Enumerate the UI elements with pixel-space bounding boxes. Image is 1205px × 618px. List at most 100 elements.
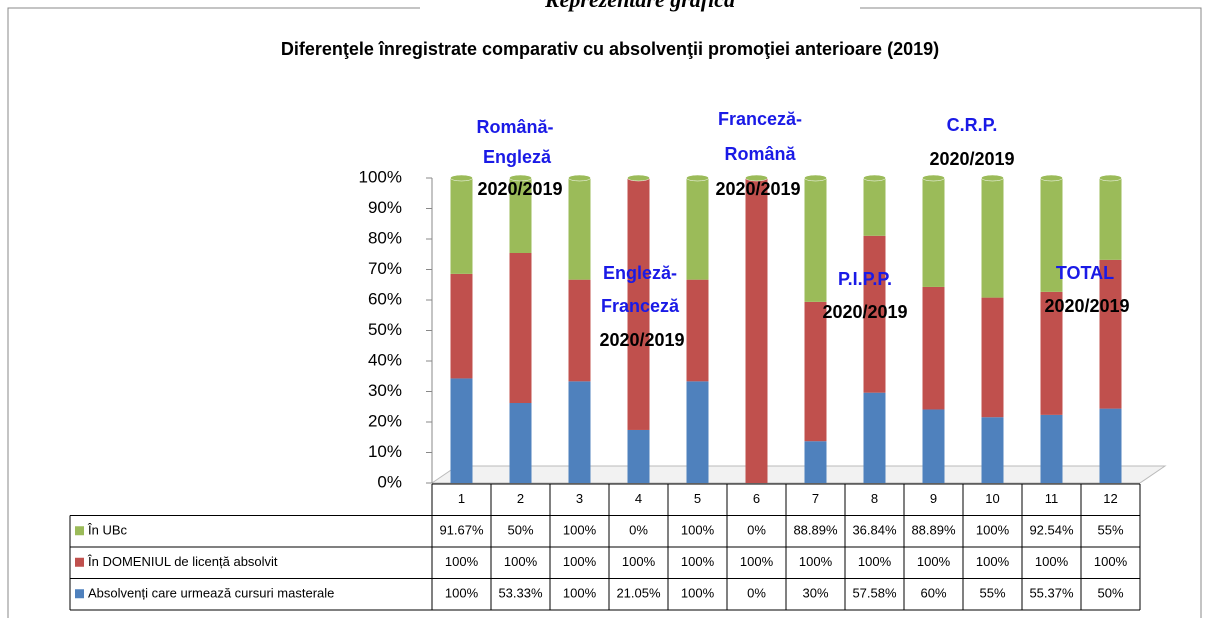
x-tick-label: 5: [694, 491, 701, 506]
bar-segment: [450, 273, 473, 379]
table-value: 100%: [799, 554, 833, 569]
annotation: 2020/2019: [715, 179, 800, 199]
table-value: 92.54%: [1029, 523, 1074, 538]
bar-cap: [1099, 174, 1122, 182]
x-tick-label: 9: [930, 491, 937, 506]
bar-cap: [627, 174, 650, 182]
bar-segment: [568, 178, 591, 280]
table-value: 91.67%: [439, 523, 484, 538]
table-value: 88.89%: [793, 523, 838, 538]
bar-segment: [568, 279, 591, 382]
bar-cap: [863, 174, 886, 182]
bar-segment: [568, 381, 591, 483]
annotation: Română-: [476, 117, 553, 137]
bar-cap: [922, 174, 945, 182]
bar-segment: [981, 297, 1004, 418]
bar-segment: [686, 178, 709, 280]
table-value: 100%: [1094, 554, 1128, 569]
table-value: 100%: [445, 554, 479, 569]
bar-segment: [450, 178, 473, 274]
bar-segment: [1099, 178, 1122, 260]
table-value: 55.37%: [1029, 586, 1074, 601]
bar-cap: [686, 174, 709, 182]
x-tick-label: 2: [517, 491, 524, 506]
annotation: 2020/2019: [1044, 296, 1129, 316]
y-tick-label: 60%: [368, 289, 402, 308]
bar-segment: [509, 253, 532, 404]
bar-segment: [981, 417, 1004, 483]
bar-segment: [1040, 291, 1063, 415]
y-tick-label: 90%: [368, 198, 402, 217]
bar-segment: [686, 279, 709, 382]
x-tick-label: 10: [985, 491, 999, 506]
y-tick-label: 0%: [377, 472, 402, 491]
bar-segment: [1040, 414, 1063, 483]
y-tick-label: 50%: [368, 320, 402, 339]
bar-segment: [627, 429, 650, 483]
y-tick-label: 70%: [368, 259, 402, 278]
table-value: 50%: [1097, 586, 1123, 601]
annotation: 2020/2019: [822, 302, 907, 322]
chart-title: Diferenţele înregistrate comparativ cu a…: [281, 39, 939, 59]
y-tick-label: 10%: [368, 442, 402, 461]
table-value: 100%: [1035, 554, 1069, 569]
bar-segment: [863, 235, 886, 393]
table-value: 100%: [681, 586, 715, 601]
table-value: 100%: [504, 554, 538, 569]
x-tick-label: 11: [1045, 491, 1059, 506]
annotation: Română: [724, 144, 796, 164]
bar-cap: [509, 174, 532, 182]
table-value: 100%: [445, 586, 479, 601]
table-value: 0%: [629, 523, 648, 538]
annotation: TOTAL: [1056, 263, 1114, 283]
legend-label: În UBc: [87, 523, 128, 538]
bar-segment: [509, 403, 532, 483]
table-value: 30%: [802, 586, 828, 601]
table-value: 100%: [563, 554, 597, 569]
bar-segment: [804, 441, 827, 483]
bar-segment: [804, 178, 827, 302]
y-tick-label: 100%: [359, 167, 402, 186]
bar-segment: [804, 301, 827, 442]
annotation: 2020/2019: [929, 149, 1014, 169]
page-heading: Reprezentare grafică: [544, 0, 735, 12]
x-tick-label: 7: [812, 491, 819, 506]
bar-segment: [922, 286, 945, 410]
bar-segment: [627, 178, 650, 430]
table-value: 21.05%: [616, 586, 661, 601]
y-tick-label: 80%: [368, 228, 402, 247]
table-value: 100%: [917, 554, 951, 569]
legend-swatch: [75, 589, 84, 599]
legend-swatch: [75, 557, 84, 567]
table-value: 100%: [563, 523, 597, 538]
bar-cap: [1040, 174, 1063, 182]
annotation: 2020/2019: [477, 179, 562, 199]
table-value: 60%: [920, 586, 946, 601]
legend-label: Absolvenți care urmează cursuri masteral…: [88, 586, 334, 601]
bar-cap: [745, 174, 768, 182]
y-tick-label: 30%: [368, 381, 402, 400]
annotation: 2020/2019: [599, 330, 684, 350]
annotation: Engleză: [483, 147, 552, 167]
bar-segment: [981, 178, 1004, 298]
bar-segment: [1099, 408, 1122, 483]
table-value: 0%: [747, 523, 766, 538]
x-tick-label: 1: [458, 491, 465, 506]
table-value: 55%: [1097, 523, 1123, 538]
table-value: 88.89%: [911, 523, 956, 538]
annotation: Franceză-: [718, 109, 802, 129]
annotation: Franceză: [601, 296, 680, 316]
table-value: 100%: [976, 554, 1010, 569]
table-value: 100%: [622, 554, 656, 569]
y-tick-label: 40%: [368, 350, 402, 369]
table-value: 50%: [507, 523, 533, 538]
legend-label: În DOMENIUL de licență absolvit: [87, 554, 278, 569]
table-value: 55%: [979, 586, 1005, 601]
table-value: 100%: [740, 554, 774, 569]
bar-segment: [450, 378, 473, 483]
x-tick-label: 3: [576, 491, 583, 506]
bar-segment: [509, 178, 532, 254]
table-value: 100%: [563, 586, 597, 601]
x-tick-label: 4: [635, 491, 642, 506]
